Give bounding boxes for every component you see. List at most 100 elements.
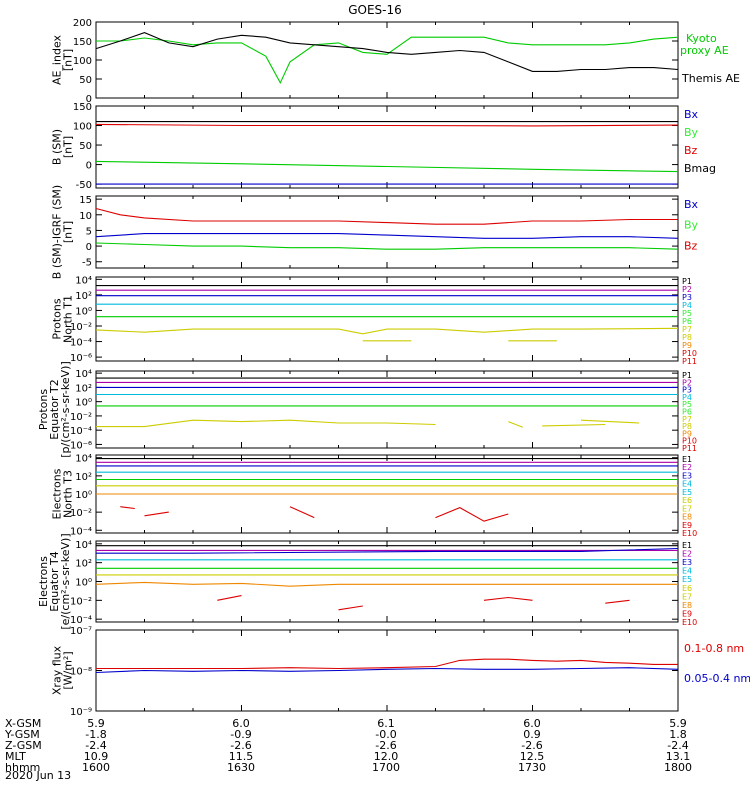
y-axis-label: [nT] <box>62 49 75 71</box>
orbit-cell: -2.6 <box>375 739 396 752</box>
series-e3 <box>96 547 679 554</box>
y-tick-label: 10⁻⁴ <box>70 426 92 437</box>
series-e11 <box>605 599 630 604</box>
series-bx <box>95 233 679 239</box>
y-tick-label: 10⁻⁴ <box>70 338 92 349</box>
orbit-cell: 1700 <box>372 761 400 774</box>
y-axis-label: Protons <box>37 389 50 430</box>
legend-item: P10 <box>682 349 697 358</box>
orbit-cell: 1600 <box>82 761 110 774</box>
orbit-cell: -0.0 <box>375 728 396 741</box>
y-tick-label: 10⁻² <box>70 322 92 333</box>
legend-item: 0.05-0.4 nm <box>684 672 750 685</box>
y-tick-label: -5 <box>82 258 92 269</box>
orbit-cell: 11.5 <box>229 750 254 763</box>
y-tick-label: 10⁴ <box>75 454 92 465</box>
y-tick-label: 10⁴ <box>75 540 92 551</box>
orbit-cell: 6.0 <box>232 717 250 730</box>
y-tick-label: 10⁻⁶ <box>70 353 92 364</box>
y-tick-label: 10⁻⁷ <box>70 626 92 637</box>
y-axis-label: North T3 <box>62 470 75 518</box>
legend-item: P9 <box>682 429 692 438</box>
legend-item: 0.1-0.8 nm <box>684 642 744 655</box>
series-p7 <box>508 421 524 428</box>
y-tick-label: 10⁻² <box>70 596 92 607</box>
legend-item: P9 <box>682 341 692 350</box>
panel-frame <box>95 195 679 269</box>
y-tick-label: 10⁰ <box>75 306 92 317</box>
legend-item: P11 <box>682 357 697 366</box>
y-tick-label: 10⁰ <box>75 490 92 501</box>
legend-item: E2 <box>682 463 692 472</box>
orbit-cell: 13.1 <box>666 750 691 763</box>
legend-item: Bx <box>684 108 699 121</box>
panel-frame <box>95 629 679 712</box>
legend-item: P3 <box>682 386 692 395</box>
y-axis-label: AE_index <box>51 34 64 85</box>
series-bz <box>95 123 679 127</box>
y-tick-label: 0 <box>86 242 92 253</box>
series-by <box>95 160 679 173</box>
orbit-row-label: Z-GSM <box>5 739 42 752</box>
legend-item: E3 <box>682 471 692 480</box>
series-e9 <box>144 511 169 517</box>
orbit-cell: -2.4 <box>85 739 106 752</box>
legend-item: E7 <box>682 592 692 601</box>
legend-item: E9 <box>682 521 692 530</box>
legend-item: Kyoto proxy AE <box>680 32 729 57</box>
legend-item: P4 <box>682 393 692 402</box>
panel-frame <box>95 21 679 99</box>
orbit-cell: 12.5 <box>520 750 545 763</box>
series-e10 <box>289 506 315 519</box>
orbit-cell: 12.0 <box>374 750 399 763</box>
legend-item: E2 <box>682 550 692 559</box>
series-e8 <box>120 506 135 510</box>
y-axis-label: B (SM)-IGRF (SM) <box>51 185 64 279</box>
y-tick-label: 10² <box>75 559 92 570</box>
y-tick-label: 150 <box>73 102 92 113</box>
orbit-cell: 6.0 <box>523 717 541 730</box>
series-themis-ae <box>95 32 679 72</box>
date-label: 2020 Jun 13 <box>5 769 71 782</box>
legend-item: P7 <box>682 415 692 424</box>
y-tick-label: 0 <box>86 161 92 172</box>
legend-item: P2 <box>682 378 692 387</box>
y-tick-label: 200 <box>73 18 92 29</box>
y-axis-label: North T1 <box>62 295 75 343</box>
legend-item: P8 <box>682 422 692 431</box>
legend-line: proxy AE <box>680 44 729 57</box>
y-axis-label: [e/(cm²-s-sr-keV)] <box>59 533 72 629</box>
legend-item: P2 <box>682 285 692 294</box>
y-axis-label: [p/(cm²-s-sr-keV)] <box>59 361 72 458</box>
y-axis-label: Electrons <box>37 556 50 607</box>
orbit-row-label: X-GSM <box>5 717 41 730</box>
legend-item: P1 <box>682 277 692 286</box>
y-axis-label: Equator T4 <box>48 551 61 611</box>
y-tick-label: 10² <box>75 472 92 483</box>
orbit-cell: -2.6 <box>521 739 542 752</box>
orbit-cell: 1.8 <box>669 728 687 741</box>
series-p6 <box>95 327 679 335</box>
legend-item: P5 <box>682 400 692 409</box>
orbit-cell: -2.6 <box>230 739 251 752</box>
series-p8 <box>542 423 606 427</box>
y-tick-label: 10⁰ <box>75 398 92 409</box>
y-tick-label: 10⁰ <box>75 578 92 589</box>
y-tick-label: 10² <box>75 383 92 394</box>
y-tick-label: 0 <box>86 94 92 105</box>
orbit-cell: 0.9 <box>523 728 541 741</box>
y-tick-label: 10⁻⁴ <box>70 526 92 537</box>
y-tick-label: 10⁻⁴ <box>70 615 92 626</box>
legend-item: E10 <box>682 529 697 538</box>
orbit-cell: 5.9 <box>669 717 687 730</box>
orbit-cell: 10.9 <box>84 750 109 763</box>
y-axis-label: Xray flux <box>51 645 64 695</box>
orbit-row-label: hhmm <box>5 761 40 774</box>
series-bz <box>95 207 678 225</box>
legend-item: E6 <box>682 584 692 593</box>
y-tick-label: 100 <box>73 122 92 133</box>
